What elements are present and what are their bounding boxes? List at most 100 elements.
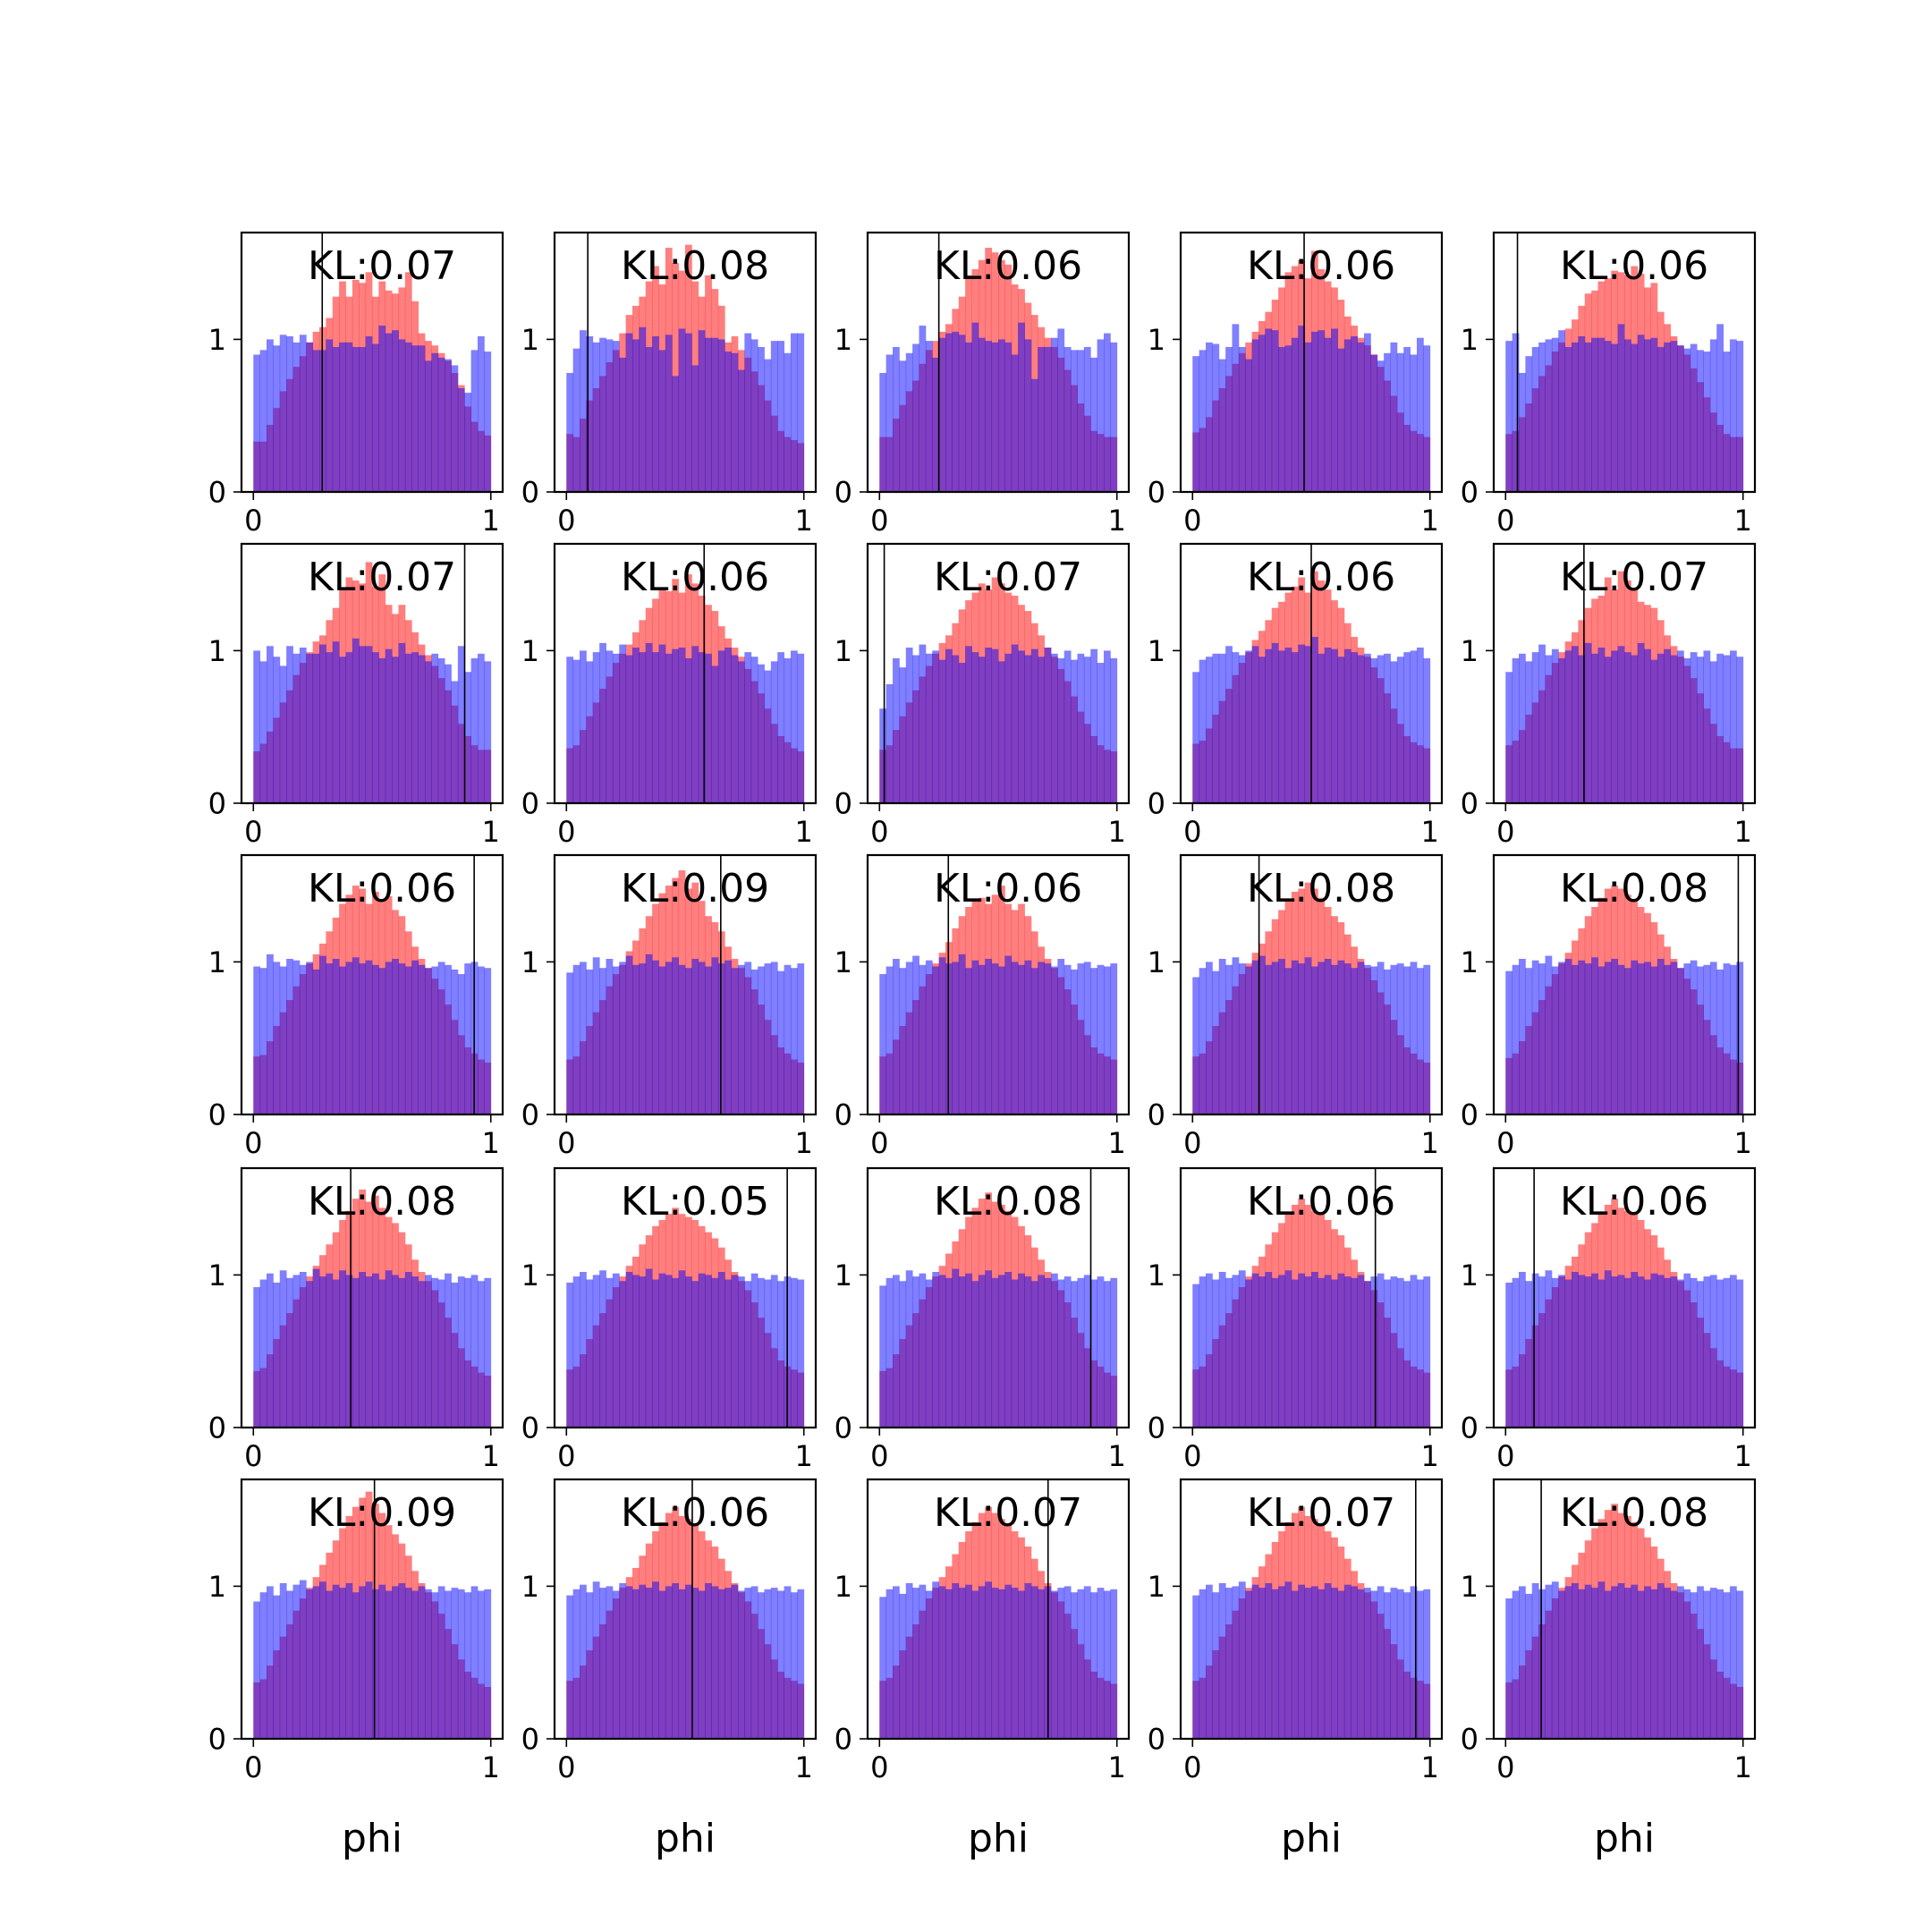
posterior-bar — [691, 646, 699, 803]
posterior-bar — [1077, 653, 1085, 803]
posterior-bar — [1716, 969, 1724, 1114]
posterior-bar — [586, 1279, 594, 1428]
posterior-bar — [724, 648, 733, 803]
posterior-bar — [1304, 646, 1312, 803]
posterior-bar — [678, 1270, 686, 1428]
posterior-bar — [938, 1586, 946, 1739]
posterior-bar — [431, 1592, 439, 1739]
posterior-bar — [1212, 1592, 1220, 1739]
posterior-bar — [392, 657, 399, 803]
posterior-bar — [1716, 324, 1724, 492]
posterior-bar — [652, 960, 659, 1114]
posterior-bar — [985, 341, 993, 492]
posterior-bar — [385, 1590, 393, 1739]
posterior-bar — [985, 959, 993, 1114]
posterior-bar — [451, 365, 459, 492]
xtick-label: 1 — [795, 1126, 813, 1160]
posterior-bar — [998, 966, 1005, 1114]
posterior-bar — [1363, 1281, 1371, 1428]
posterior-bar — [372, 1273, 379, 1428]
posterior-bar — [632, 1275, 640, 1428]
posterior-bar — [1597, 1581, 1606, 1739]
posterior-bar — [1238, 346, 1246, 492]
posterior-bar — [770, 962, 778, 1114]
posterior-bar — [1331, 1279, 1338, 1428]
kl-annotation: KL:0.06 — [621, 555, 769, 600]
posterior-bar — [1357, 655, 1365, 803]
posterior-bar — [1729, 1275, 1737, 1428]
posterior-bar — [566, 372, 574, 492]
subplot-3-4: 0 1 0 1 KL:0.06 — [1461, 1166, 1757, 1473]
posterior-bar — [1538, 1589, 1546, 1739]
ytick-label: 1 — [1148, 1258, 1165, 1292]
posterior-bar — [259, 1279, 267, 1428]
posterior-bar — [306, 1281, 314, 1428]
posterior-bar — [411, 345, 419, 492]
posterior-bar — [658, 350, 666, 492]
posterior-bar — [932, 1581, 940, 1739]
posterior-bar — [484, 661, 492, 803]
posterior-bar — [1370, 1276, 1378, 1428]
posterior-bar — [1110, 963, 1118, 1114]
posterior-bar — [319, 1581, 326, 1739]
posterior-bar — [259, 968, 267, 1114]
subplot-2-0: 0 1 0 1 KL:0.06 — [208, 853, 504, 1160]
posterior-bar — [1551, 966, 1559, 1114]
posterior-bar — [580, 962, 587, 1114]
posterior-bar — [619, 644, 627, 803]
posterior-bar — [1564, 1279, 1572, 1428]
posterior-bar — [1271, 962, 1279, 1114]
posterior-bar — [1284, 1581, 1292, 1739]
posterior-bar — [632, 339, 640, 492]
subplot-0-1: 0 1 0 1 KL:0.08 — [521, 231, 818, 538]
plot-area — [1505, 1168, 1744, 1428]
xtick-label: 1 — [482, 1126, 500, 1160]
ytick-label: 0 — [1148, 1411, 1165, 1445]
posterior-bar — [991, 342, 999, 492]
posterior-bar — [424, 968, 432, 1114]
axes-frame — [1179, 231, 1444, 494]
posterior-bar — [886, 966, 894, 1114]
posterior-bar — [345, 342, 353, 492]
posterior-bar — [385, 333, 393, 492]
ytick-label: 0 — [521, 476, 539, 510]
posterior-bar — [899, 1281, 907, 1428]
posterior-bar — [790, 1592, 798, 1739]
posterior-bar — [1343, 1584, 1352, 1739]
axes-frame — [553, 542, 818, 805]
posterior-bar — [267, 1273, 274, 1428]
posterior-bar — [1390, 1276, 1398, 1428]
posterior-bar — [1564, 1586, 1572, 1739]
posterior-bar — [1044, 648, 1052, 803]
posterior-bar — [639, 326, 647, 492]
posterior-bar — [1664, 1277, 1672, 1428]
posterior-bar — [1090, 968, 1098, 1114]
posterior-bar — [612, 653, 620, 803]
posterior-bar — [1225, 964, 1233, 1114]
posterior-bar — [1637, 335, 1645, 492]
subplot-2-1: 0 1 0 1 KL:0.09 — [521, 853, 818, 1160]
posterior-bar — [352, 957, 360, 1114]
posterior-bar — [711, 665, 719, 803]
posterior-bar — [418, 655, 426, 803]
posterior-bar — [1278, 346, 1285, 492]
xtick-label: 0 — [557, 1439, 575, 1473]
posterior-bar — [1278, 1586, 1285, 1739]
posterior-bar — [411, 652, 419, 803]
posterior-bar — [470, 1275, 479, 1428]
posterior-bar — [599, 642, 606, 803]
posterior-bar — [1390, 661, 1398, 803]
posterior-bar — [352, 638, 360, 803]
posterior-bar — [978, 337, 986, 492]
posterior-bar — [1097, 339, 1105, 492]
posterior-bar — [1551, 648, 1559, 803]
posterior-bar — [717, 1272, 725, 1428]
posterior-bar — [326, 652, 334, 803]
subplot-4-2: 0 1 0 1 KL:0.07 — [835, 1478, 1131, 1784]
posterior-bar — [1558, 1590, 1566, 1739]
posterior-bar — [1192, 356, 1200, 492]
kl-annotation: KL:0.06 — [1247, 555, 1395, 600]
posterior-bar — [1110, 1277, 1118, 1428]
posterior-bar — [1572, 342, 1579, 492]
